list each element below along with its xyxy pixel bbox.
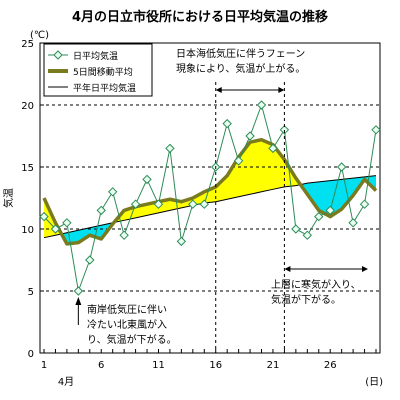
legend-label-daily: 日平均気温 bbox=[73, 50, 118, 62]
daily-point-day-2 bbox=[50, 224, 61, 234]
south-low-arrowhead bbox=[75, 297, 82, 305]
series-moving-average-line bbox=[42, 137, 378, 246]
daily-point-day-17 bbox=[222, 118, 232, 129]
annotation-warm-line2: 現象により、気温が上がる。 bbox=[176, 62, 305, 75]
daily-point-day-30 bbox=[371, 125, 381, 135]
y-tick-label-25: 25 bbox=[21, 39, 34, 50]
daily-point-day-25 bbox=[314, 211, 324, 222]
below-normal-fill-3 bbox=[300, 175, 376, 217]
warm-span-arrowhead-left bbox=[215, 87, 222, 93]
x-tick-label-26: 26 bbox=[324, 360, 337, 371]
series-normal-line bbox=[43, 175, 377, 239]
daily-point-day-13 bbox=[176, 236, 187, 247]
daily-point-day-8 bbox=[119, 230, 129, 240]
x-tick-label-16: 16 bbox=[209, 360, 222, 371]
daily-point-day-7 bbox=[107, 187, 118, 197]
x-tick-label-21: 21 bbox=[267, 360, 280, 371]
daily-point-day-18 bbox=[233, 156, 244, 166]
daily-point-day-14 bbox=[188, 199, 198, 209]
daily-point-day-20 bbox=[256, 100, 267, 110]
legend: 日平均気温 5日間移動平均 平年日平均気温 bbox=[43, 43, 153, 97]
month-label: 4月 bbox=[58, 376, 74, 388]
annotation-south-line1: 南岸低気圧に伴い bbox=[87, 303, 167, 316]
daily-point-day-5 bbox=[85, 255, 95, 265]
y-tick-label-15: 15 bbox=[21, 163, 34, 174]
x-tick-label-6: 6 bbox=[98, 360, 104, 371]
annotation-warm-line1: 日本海低気圧に伴うフェーン bbox=[176, 47, 305, 60]
x-tick-label-11: 11 bbox=[152, 360, 165, 371]
legend-label-moving-average: 5日間移動平均 bbox=[73, 66, 133, 78]
daily-point-day-28 bbox=[348, 218, 358, 228]
daily-point-day-29 bbox=[359, 199, 370, 209]
legend-label-normal: 平年日平均気温 bbox=[73, 82, 136, 94]
chart-title: 4月の日立市役所における日平均気温の推移 bbox=[72, 9, 328, 25]
cold-span-arrowhead-left bbox=[284, 266, 291, 272]
daily-point-day-3 bbox=[62, 218, 72, 228]
y-unit-label: (℃) bbox=[30, 30, 49, 41]
daily-point-day-12 bbox=[165, 143, 175, 154]
annotation-south-line3: り、気温が下がる。 bbox=[87, 333, 177, 346]
daily-point-day-19 bbox=[245, 131, 255, 141]
y-tick-label-10: 10 bbox=[21, 225, 34, 236]
daily-point-day-26 bbox=[325, 205, 335, 216]
x-tick-label-1: 1 bbox=[41, 360, 47, 371]
daily-point-day-4 bbox=[73, 286, 84, 296]
annotation-cold-line1: 上層に寒気が入り、 bbox=[271, 278, 361, 291]
daily-point-day-9 bbox=[130, 199, 141, 209]
daily-point-day-22 bbox=[279, 125, 290, 135]
daily-point-day-15 bbox=[199, 199, 209, 209]
y-axis-label: 気温 bbox=[2, 188, 15, 208]
y-tick-label-5: 5 bbox=[28, 287, 34, 298]
plot-frame bbox=[39, 42, 381, 354]
daily-point-day-23 bbox=[291, 224, 301, 234]
daily-point-day-27 bbox=[336, 162, 347, 172]
daily-point-day-6 bbox=[96, 205, 106, 216]
y-tick-label-20: 20 bbox=[21, 101, 34, 112]
daily-point-day-11 bbox=[153, 199, 164, 209]
annotation-cold-line2: 気温が下がる。 bbox=[271, 293, 341, 306]
daily-point-day-1 bbox=[39, 211, 49, 222]
x-unit-label: (日) bbox=[365, 377, 383, 388]
daily-point-day-10 bbox=[142, 174, 152, 185]
legend-marker-daily bbox=[53, 50, 63, 60]
daily-point-day-24 bbox=[302, 230, 313, 240]
cold-span-arrowhead-right bbox=[362, 266, 368, 272]
y-tick-label-0: 0 bbox=[28, 349, 34, 360]
warm-span-arrowhead-right bbox=[278, 87, 285, 93]
daily-point-day-21 bbox=[268, 143, 278, 154]
annotation-south-line2: 冷たい北東風が入 bbox=[87, 318, 167, 331]
